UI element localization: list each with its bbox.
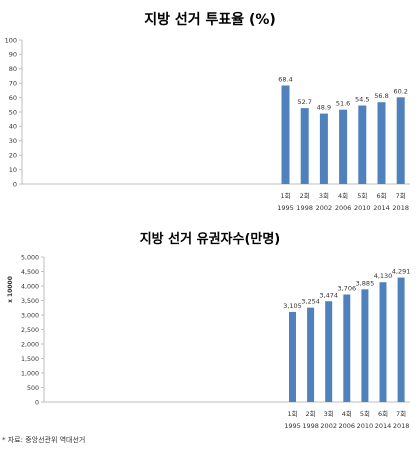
x-tick-label: 2회 xyxy=(306,410,316,418)
bar xyxy=(361,289,369,402)
bar xyxy=(339,109,348,184)
x-tick-label: 7회 xyxy=(396,192,406,200)
source-note: * 자료: 중앙선관위 역대선거 xyxy=(2,436,86,444)
y-tick-label: 1,500 xyxy=(21,356,39,363)
y-tick-label: 70 xyxy=(9,80,17,88)
y-tick-label: 2,000 xyxy=(21,341,39,348)
x-tick-year: 2002 xyxy=(320,422,337,430)
data-label: 4,130 xyxy=(374,272,393,280)
x-tick-year: 1995 xyxy=(284,422,301,430)
y-tick-label: 3,000 xyxy=(21,312,39,319)
x-tick-label: 4회 xyxy=(338,192,348,200)
y-tick-label: 4,500 xyxy=(21,269,39,276)
data-label: 48.9 xyxy=(317,104,331,112)
y-tick-label: 80 xyxy=(9,65,17,73)
bar xyxy=(300,108,309,184)
x-tick-label: 5회 xyxy=(357,192,367,200)
x-tick-label: 1회 xyxy=(280,192,290,200)
bar xyxy=(307,307,315,402)
x-tick-label: 2회 xyxy=(300,192,310,200)
data-label: 3,885 xyxy=(356,279,375,287)
x-tick-label: 6회 xyxy=(376,192,386,200)
y-tick-label: 0 xyxy=(35,399,39,406)
data-label: 3,474 xyxy=(319,291,338,299)
x-tick-year: 1998 xyxy=(302,422,319,430)
y-tick-label: 4,000 xyxy=(21,283,39,290)
turnout-chart: 지방 선거 투표율 (%) 0 10 20 30 40 50 60 70 80 90 100 68.4 1… xyxy=(5,11,410,212)
chart-title: 지방 선거 유권자수(만명) xyxy=(140,231,281,247)
y-tick-label: 20 xyxy=(9,152,17,160)
y-tick-label: 3,500 xyxy=(21,298,39,305)
bar xyxy=(325,301,333,402)
data-label: 3,706 xyxy=(337,285,356,293)
data-label: 4,291 xyxy=(392,268,411,276)
x-tick-year: 2014 xyxy=(375,422,392,430)
bar xyxy=(319,113,328,184)
x-tick-year: 2010 xyxy=(357,422,374,430)
voters-chart: 지방 선거 유권자수(만명) 0 500 1,000 1,500 2,000 2,500 3,… xyxy=(7,231,410,430)
x-tick-year: 1995 xyxy=(277,204,294,212)
x-tick-year: 2002 xyxy=(316,204,333,212)
bar xyxy=(281,85,290,184)
y-axis-label: x 10000 xyxy=(7,276,14,303)
x-tick-year: 2018 xyxy=(392,204,409,212)
y-tick-label: 500 xyxy=(27,385,39,392)
x-tick-year: 1998 xyxy=(296,204,313,212)
x-tick-year: 2010 xyxy=(354,204,371,212)
y-tick-label: 100 xyxy=(5,36,17,44)
data-label: 3,254 xyxy=(301,298,320,306)
data-label: 54.5 xyxy=(355,96,369,104)
bar xyxy=(377,102,386,184)
x-tick-label: 6회 xyxy=(378,410,388,418)
y-tick-label: 90 xyxy=(9,51,17,59)
x-tick-year: 2006 xyxy=(339,422,356,430)
x-tick-label: 5회 xyxy=(360,410,370,418)
bar xyxy=(358,105,367,184)
bar xyxy=(379,282,387,402)
x-tick-label: 1회 xyxy=(287,410,297,418)
y-tick-label: 40 xyxy=(9,123,17,131)
data-label: 60.2 xyxy=(393,87,407,95)
x-tick-label: 3회 xyxy=(319,192,329,200)
y-tick-label: 60 xyxy=(9,94,17,102)
x-tick-label: 7회 xyxy=(396,410,406,418)
x-tick-year: 2014 xyxy=(373,204,390,212)
bar xyxy=(343,294,351,402)
x-tick-year: 2018 xyxy=(393,422,410,430)
y-tick-label: 10 xyxy=(9,166,17,174)
y-tick-label: 0 xyxy=(13,180,17,188)
bar xyxy=(397,277,405,402)
data-label: 52.7 xyxy=(297,98,311,106)
bar xyxy=(396,97,405,184)
data-label: 3,105 xyxy=(283,302,302,310)
x-tick-year: 2006 xyxy=(335,204,352,212)
x-tick-label: 3회 xyxy=(324,410,334,418)
chart-title: 지방 선거 투표율 (%) xyxy=(144,11,276,28)
x-tick-label: 4회 xyxy=(342,410,352,418)
y-tick-label: 2,500 xyxy=(21,327,39,334)
bar xyxy=(289,311,296,402)
data-label: 68.4 xyxy=(278,76,292,84)
data-label: 56.8 xyxy=(374,92,388,100)
y-tick-label: 30 xyxy=(9,137,17,145)
y-tick-label: 1,000 xyxy=(21,370,39,377)
y-tick-label: 50 xyxy=(9,108,17,116)
data-label: 51.6 xyxy=(336,100,350,108)
y-tick-label: 5,000 xyxy=(21,254,39,261)
